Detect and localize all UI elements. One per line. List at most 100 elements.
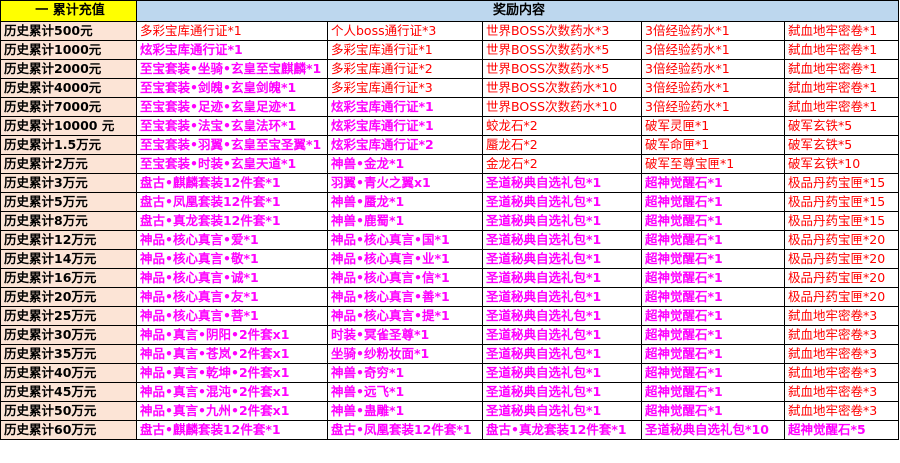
reward-cell[interactable]: 弑血地牢密卷*3 [784, 325, 899, 345]
reward-cell[interactable]: 多彩宝库通行证*2 [327, 59, 483, 79]
reward-cell[interactable]: 圣道秘典自选礼包*1 [482, 173, 642, 193]
reward-cell[interactable]: 神品•核心真言•爱*1 [136, 230, 328, 250]
reward-cell[interactable]: 至宝套装•法宝•玄皇法环*1 [136, 116, 328, 136]
reward-cell[interactable]: 神兽•鹿蜀*1 [327, 211, 483, 231]
recharge-level-cell[interactable]: 历史累计1.5万元 [0, 135, 137, 155]
recharge-level-cell[interactable]: 历史累计4000元 [0, 78, 137, 98]
reward-cell[interactable]: 超神觉醒石*1 [641, 382, 785, 402]
reward-cell[interactable]: 3倍经验药水*1 [641, 97, 785, 117]
reward-cell[interactable]: 神品•核心真言•友*1 [136, 287, 328, 307]
recharge-level-cell[interactable]: 历史累计60万元 [0, 420, 137, 440]
reward-cell[interactable]: 超神觉醒石*1 [641, 249, 785, 269]
recharge-level-cell[interactable]: 历史累计7000元 [0, 97, 137, 117]
recharge-level-cell[interactable]: 历史累计500元 [0, 21, 137, 41]
reward-cell[interactable]: 圣道秘典自选礼包*1 [482, 306, 642, 326]
recharge-level-cell[interactable]: 历史累计35万元 [0, 344, 137, 364]
reward-cell[interactable]: 神品•真言•苍岚•2件套x1 [136, 344, 328, 364]
reward-cell[interactable]: 3倍经验药水*1 [641, 59, 785, 79]
header-reward-content[interactable]: 奖励内容 [136, 0, 899, 22]
reward-cell[interactable]: 极品丹药宝匣*15 [784, 211, 899, 231]
reward-cell[interactable]: 盘古•真龙套装12件套*1 [482, 420, 642, 440]
recharge-level-cell[interactable]: 历史累计8万元 [0, 211, 137, 231]
reward-cell[interactable]: 弑血地牢密卷*3 [784, 382, 899, 402]
reward-cell[interactable]: 破军命匣*1 [641, 135, 785, 155]
reward-cell[interactable]: 神兽•金龙*1 [327, 154, 483, 174]
reward-cell[interactable]: 蛟龙石*2 [482, 116, 642, 136]
recharge-level-cell[interactable]: 历史累计40万元 [0, 363, 137, 383]
reward-cell[interactable]: 弑血地牢密卷*3 [784, 401, 899, 421]
reward-cell[interactable]: 神品•真言•混沌•2件套x1 [136, 382, 328, 402]
reward-cell[interactable]: 盘古•麒麟套装12件套*1 [136, 420, 328, 440]
reward-cell[interactable]: 神品•核心真言•信*1 [327, 268, 483, 288]
reward-cell[interactable]: 神兽•奇穷*1 [327, 363, 483, 383]
reward-cell[interactable]: 破军至尊宝匣*1 [641, 154, 785, 174]
reward-cell[interactable]: 个人boss通行证*3 [327, 21, 483, 41]
reward-cell[interactable]: 盘古•真龙套装12件套*1 [136, 211, 328, 231]
recharge-level-cell[interactable]: 历史累计3万元 [0, 173, 137, 193]
reward-cell[interactable]: 超神觉醒石*1 [641, 306, 785, 326]
reward-cell[interactable]: 神品•核心真言•国*1 [327, 230, 483, 250]
reward-cell[interactable]: 弑血地牢密卷*3 [784, 363, 899, 383]
recharge-level-cell[interactable]: 历史累计1000元 [0, 40, 137, 60]
reward-cell[interactable]: 神品•核心真言•敬*1 [136, 249, 328, 269]
reward-cell[interactable]: 盘古•凤凰套装12件套*1 [136, 192, 328, 212]
reward-cell[interactable]: 圣道秘典自选礼包*1 [482, 325, 642, 345]
reward-cell[interactable]: 3倍经验药水*1 [641, 40, 785, 60]
recharge-level-cell[interactable]: 历史累计2000元 [0, 59, 137, 79]
reward-cell[interactable]: 圣道秘典自选礼包*1 [482, 287, 642, 307]
reward-cell[interactable]: 神品•核心真言•菩*1 [136, 306, 328, 326]
reward-cell[interactable]: 世界BOSS次数药水*5 [482, 40, 642, 60]
reward-cell[interactable]: 世界BOSS次数药水*10 [482, 78, 642, 98]
reward-cell[interactable]: 神兽•蛊雕*1 [327, 401, 483, 421]
reward-cell[interactable]: 炫彩宝库通行证*1 [327, 116, 483, 136]
reward-cell[interactable]: 时装•冥雀圣尊*1 [327, 325, 483, 345]
reward-cell[interactable]: 圣道秘典自选礼包*1 [482, 230, 642, 250]
recharge-level-cell[interactable]: 历史累计12万元 [0, 230, 137, 250]
reward-cell[interactable]: 极品丹药宝匣*20 [784, 268, 899, 288]
reward-cell[interactable]: 破军玄铁*5 [784, 116, 899, 136]
reward-cell[interactable]: 破军玄铁*10 [784, 154, 899, 174]
header-cumulative-recharge[interactable]: 一 累计充值 [0, 0, 137, 22]
recharge-level-cell[interactable]: 历史累计50万元 [0, 401, 137, 421]
reward-cell[interactable]: 多彩宝库通行证*3 [327, 78, 483, 98]
reward-cell[interactable]: 神品•核心真言•提*1 [327, 306, 483, 326]
reward-cell[interactable]: 世界BOSS次数药水*10 [482, 97, 642, 117]
reward-cell[interactable]: 圣道秘典自选礼包*1 [482, 344, 642, 364]
reward-cell[interactable]: 弑血地牢密卷*1 [784, 40, 899, 60]
reward-cell[interactable]: 至宝套装•足迹•玄皇足迹*1 [136, 97, 328, 117]
reward-cell[interactable]: 圣道秘典自选礼包*1 [482, 211, 642, 231]
reward-cell[interactable]: 多彩宝库通行证*1 [136, 21, 328, 41]
reward-cell[interactable]: 蜃龙石*2 [482, 135, 642, 155]
recharge-level-cell[interactable]: 历史累计30万元 [0, 325, 137, 345]
reward-cell[interactable]: 圣道秘典自选礼包*1 [482, 363, 642, 383]
reward-cell[interactable]: 炫彩宝库通行证*1 [136, 40, 328, 60]
reward-cell[interactable]: 圣道秘典自选礼包*1 [482, 249, 642, 269]
reward-cell[interactable]: 超神觉醒石*1 [641, 173, 785, 193]
reward-cell[interactable]: 圣道秘典自选礼包*1 [482, 192, 642, 212]
reward-cell[interactable]: 弑血地牢密卷*1 [784, 78, 899, 98]
reward-cell[interactable]: 至宝套装•坐骑•玄皇至宝麒麟*1 [136, 59, 328, 79]
reward-cell[interactable]: 极品丹药宝匣*15 [784, 192, 899, 212]
reward-cell[interactable]: 神品•核心真言•诚*1 [136, 268, 328, 288]
reward-cell[interactable]: 破军灵匣*1 [641, 116, 785, 136]
reward-cell[interactable]: 圣道秘典自选礼包*1 [482, 382, 642, 402]
recharge-level-cell[interactable]: 历史累计14万元 [0, 249, 137, 269]
recharge-level-cell[interactable]: 历史累计16万元 [0, 268, 137, 288]
recharge-level-cell[interactable]: 历史累计45万元 [0, 382, 137, 402]
recharge-level-cell[interactable]: 历史累计20万元 [0, 287, 137, 307]
recharge-level-cell[interactable]: 历史累计10000 元 [0, 116, 137, 136]
reward-cell[interactable]: 至宝套装•剑魄•玄皇剑魄*1 [136, 78, 328, 98]
reward-cell[interactable]: 破军玄铁*5 [784, 135, 899, 155]
reward-cell[interactable]: 盘古•麒麟套装12件套*1 [136, 173, 328, 193]
reward-cell[interactable]: 圣道秘典自选礼包*1 [482, 268, 642, 288]
recharge-level-cell[interactable]: 历史累计5万元 [0, 192, 137, 212]
reward-cell[interactable]: 弑血地牢密卷*1 [784, 97, 899, 117]
reward-cell[interactable]: 超神觉醒石*1 [641, 401, 785, 421]
reward-cell[interactable]: 神品•核心真言•业*1 [327, 249, 483, 269]
recharge-level-cell[interactable]: 历史累计25万元 [0, 306, 137, 326]
reward-cell[interactable]: 坐骑•纱粉妆面*1 [327, 344, 483, 364]
reward-cell[interactable]: 超神觉醒石*1 [641, 287, 785, 307]
reward-cell[interactable]: 神品•真言•九州•2件套x1 [136, 401, 328, 421]
reward-cell[interactable]: 超神觉醒石*1 [641, 363, 785, 383]
reward-cell[interactable]: 炫彩宝库通行证*2 [327, 135, 483, 155]
